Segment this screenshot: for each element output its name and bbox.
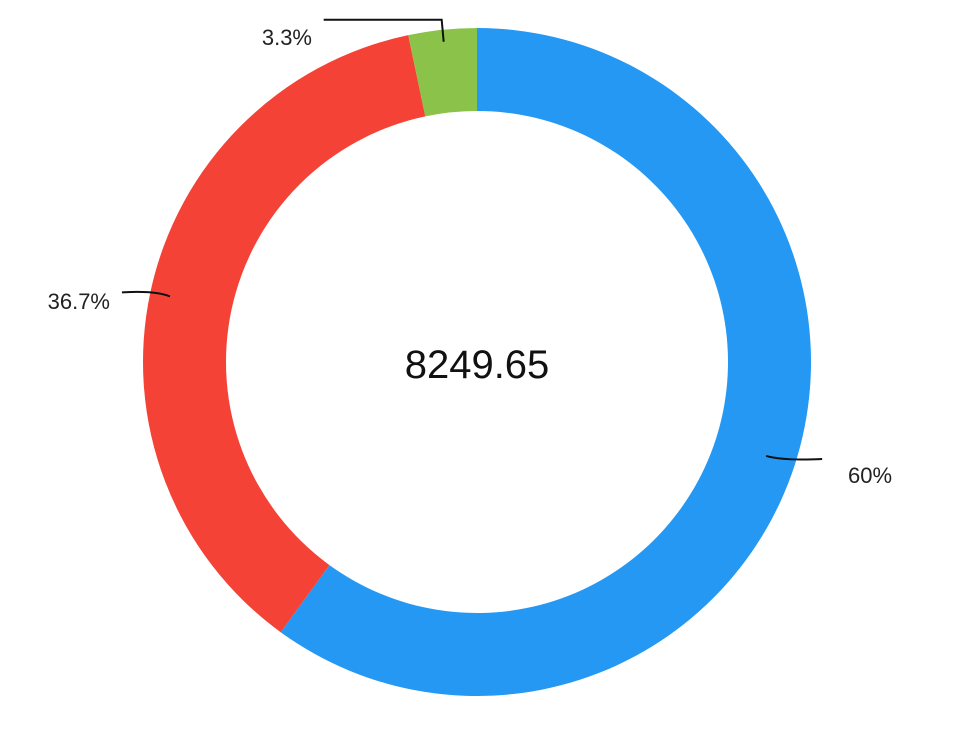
- slice-label-0: 60%: [848, 463, 892, 488]
- donut-slice-1: [143, 35, 426, 633]
- slice-label-2: 3.3%: [262, 25, 312, 50]
- slice-labels-group: 60% 36.7% 3.3%: [48, 25, 892, 488]
- donut-slice-2: [408, 28, 477, 117]
- leader-lines-group: [121, 18, 823, 461]
- donut-slice-0: [280, 28, 812, 696]
- leader-line-1: [121, 290, 171, 298]
- center-total-label: 8249.65: [405, 343, 550, 387]
- slice-label-1: 36.7%: [48, 289, 110, 314]
- leader-line-2: [323, 18, 445, 42]
- slices-group: [143, 28, 812, 696]
- leader-line-0: [765, 454, 823, 461]
